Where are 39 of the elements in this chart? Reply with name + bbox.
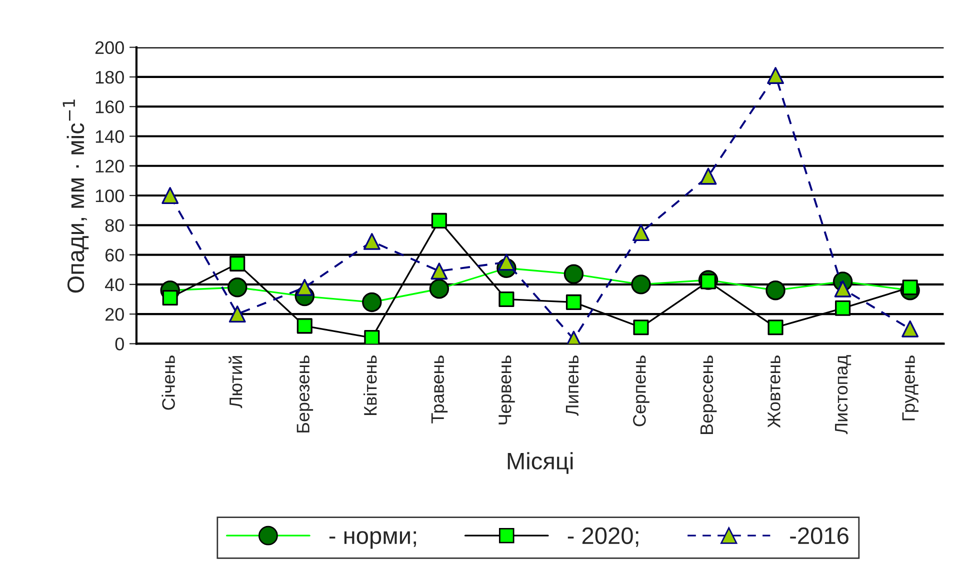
x-tick-label: Листопад [835, 355, 852, 434]
y-tick-label: 120 [96, 160, 124, 173]
y-tick-label: 80 [105, 219, 124, 232]
point [162, 187, 179, 204]
x-tick-label: Травень [431, 356, 448, 424]
y-tick-label: 60 [105, 248, 124, 262]
point [430, 262, 448, 280]
y-tick-label: 200 [95, 41, 124, 54]
x-tick-label: Березень [296, 356, 314, 432]
point [834, 280, 852, 298]
point [498, 254, 515, 271]
point [700, 168, 717, 185]
y-tick-label: 180 [96, 70, 124, 84]
x-tick-label: Червень [498, 356, 515, 424]
legend-label: - норми; [329, 531, 416, 549]
point [902, 320, 919, 338]
legend-label: - 2020; [568, 527, 638, 547]
y-tick-label: 140 [96, 130, 124, 143]
y-tick-label: 0 [115, 338, 124, 350]
y-axis-title: Опади, мм · міс$^{−1}$ [62, 100, 89, 293]
y-tick-label: 100 [96, 189, 124, 202]
x-axis-title: Місяці [508, 452, 573, 474]
x-tick-label: Лютий [228, 356, 242, 408]
x-tick-label: Липень [566, 356, 579, 416]
point [632, 224, 650, 242]
point [296, 278, 314, 296]
y-tick-label: 20 [105, 308, 124, 321]
y-tick-label: 40 [104, 278, 124, 292]
x-tick-label: Вересень [700, 356, 717, 434]
point [767, 66, 784, 84]
x-tick-label: Серпень [633, 356, 650, 426]
point [228, 306, 246, 323]
legend-label: -2016 [790, 527, 848, 544]
x-tick-label: Січень [162, 356, 175, 410]
x-tick-label: Жовтень [768, 356, 780, 428]
x-tick-label: Квітень [363, 356, 377, 415]
y-tick-label: 160 [96, 100, 124, 114]
x-tick-label: Грудень [902, 356, 918, 420]
point [363, 232, 380, 250]
